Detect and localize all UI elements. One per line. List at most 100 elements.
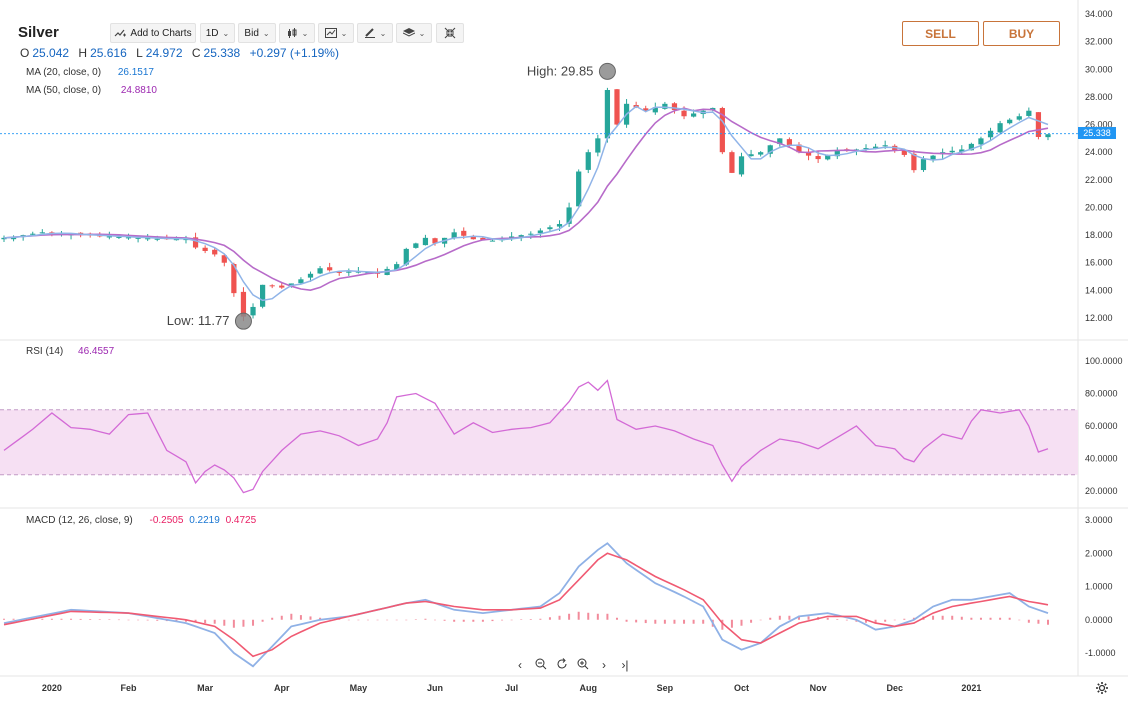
add-to-charts-label: Add to Charts	[130, 27, 192, 39]
macd-histogram-bar	[941, 615, 944, 620]
rsi-tick-label: 100.0000	[1085, 356, 1123, 366]
macd-histogram-bar	[434, 619, 437, 621]
macd-histogram-bar	[319, 617, 322, 620]
macd-histogram-bar	[366, 619, 369, 621]
time-axis-label: Sep	[657, 683, 674, 693]
candle-body	[547, 227, 553, 230]
candle-body	[1007, 119, 1013, 124]
candle-body	[767, 145, 773, 154]
add-chart-icon	[114, 29, 127, 37]
zoom-out-icon[interactable]	[533, 658, 549, 673]
chevron-right-icon[interactable]: ›	[602, 658, 606, 672]
zoom-in-icon[interactable]	[575, 658, 591, 673]
price-type-dropdown[interactable]: Bid ⌄	[238, 23, 276, 43]
candle-body	[106, 236, 112, 238]
indicators-dropdown[interactable]: ⌄	[318, 23, 354, 43]
collapse-icon	[444, 27, 456, 39]
candle-body	[259, 284, 266, 307]
price-tick-label: 18.000	[1085, 230, 1113, 240]
macd-histogram-bar	[970, 617, 973, 620]
macd-histogram-bar	[845, 619, 848, 621]
candle-body	[221, 255, 227, 263]
candle-body	[346, 271, 352, 273]
candle-body	[930, 155, 936, 161]
macd-histogram-bar	[137, 619, 140, 621]
drawing-tools-dropdown[interactable]: ⌄	[357, 23, 393, 43]
add-to-charts-button[interactable]: Add to Charts	[110, 23, 196, 43]
macd-histogram-bar	[587, 612, 590, 620]
macd-histogram-bar	[232, 619, 235, 628]
candle-body	[901, 149, 907, 155]
candle-body	[192, 237, 199, 248]
price-tick-label: 28.000	[1085, 92, 1113, 102]
candle-body	[307, 273, 314, 278]
layers-dropdown[interactable]: ⌄	[396, 23, 432, 43]
reset-icon[interactable]	[554, 658, 570, 673]
macd-histogram-bar	[194, 619, 197, 623]
macd-histogram-bar	[1027, 619, 1030, 623]
candle-body	[576, 171, 582, 207]
chevron-down-icon: ⌄	[262, 28, 270, 38]
macd-histogram-bar	[338, 619, 341, 620]
buy-button[interactable]: BUY	[983, 21, 1060, 46]
candle-body	[298, 279, 304, 284]
rsi-legend-value: 46.4557	[78, 346, 115, 357]
candle-body	[738, 156, 745, 175]
macd-line	[3, 542, 1049, 668]
candle-body	[537, 230, 543, 234]
macd-histogram-bar	[558, 615, 561, 620]
candle-body	[719, 108, 725, 153]
ma20-line	[3, 105, 1049, 302]
macd-histogram-bar	[347, 619, 350, 621]
macd-histogram-bar	[807, 616, 810, 620]
open-label: O	[20, 46, 30, 60]
ma20-legend-value: 26.1517	[117, 67, 154, 78]
candle-body	[652, 107, 658, 113]
rsi-tick-label: 40.0000	[1085, 454, 1118, 464]
macd-histogram-bar	[271, 617, 274, 620]
candle-body	[250, 306, 256, 316]
interval-dropdown[interactable]: 1D ⌄	[200, 23, 235, 43]
time-axis-label: Dec	[886, 683, 903, 693]
price-tick-label: 32.000	[1085, 37, 1113, 47]
time-axis-label: Nov	[810, 683, 827, 693]
time-axis-label: 2020	[42, 683, 62, 693]
chart-type-dropdown[interactable]: ⌄	[279, 23, 315, 43]
candle-body	[116, 236, 122, 238]
time-axis-label: Oct	[734, 683, 749, 693]
candle-body	[614, 89, 620, 125]
gear-icon[interactable]	[1095, 681, 1109, 695]
close-value: 25.338	[203, 46, 241, 60]
candlestick-icon	[287, 27, 297, 38]
candle-body	[39, 232, 45, 234]
sell-button[interactable]: SELL	[902, 21, 979, 46]
macd-histogram-bar	[12, 618, 15, 620]
macd-value: 0.2219	[189, 515, 220, 526]
candle-body	[327, 267, 333, 271]
ma20-legend-label: MA (20, close, 0)	[26, 67, 102, 78]
macd-histogram-bar	[405, 619, 408, 621]
macd-histogram-bar	[395, 619, 398, 621]
macd-histogram-bar	[213, 619, 216, 624]
macd-histogram-bar	[79, 618, 82, 620]
chevron-left-icon[interactable]: ‹	[518, 658, 522, 672]
candle-body	[758, 152, 764, 155]
go-to-end-icon[interactable]: ›|	[621, 658, 629, 672]
candle-body	[662, 103, 668, 109]
time-axis-label: Jul	[505, 683, 518, 693]
macd-histogram-bar	[548, 617, 551, 620]
macd-histogram-bar	[989, 617, 992, 620]
macd-histogram-bar	[663, 619, 666, 624]
macd-histogram-bar	[60, 618, 63, 620]
candle-body	[911, 153, 917, 171]
candle-body	[135, 237, 141, 239]
candle-body	[815, 156, 821, 160]
macd-tick-label: -1.0000	[1085, 648, 1116, 658]
macd-tick-label: 1.0000	[1085, 582, 1113, 592]
layers-icon	[402, 28, 415, 37]
macd-histogram-bar	[89, 619, 92, 620]
candle-body	[872, 146, 879, 149]
candle-body	[882, 145, 888, 147]
fullscreen-button[interactable]	[436, 23, 464, 43]
